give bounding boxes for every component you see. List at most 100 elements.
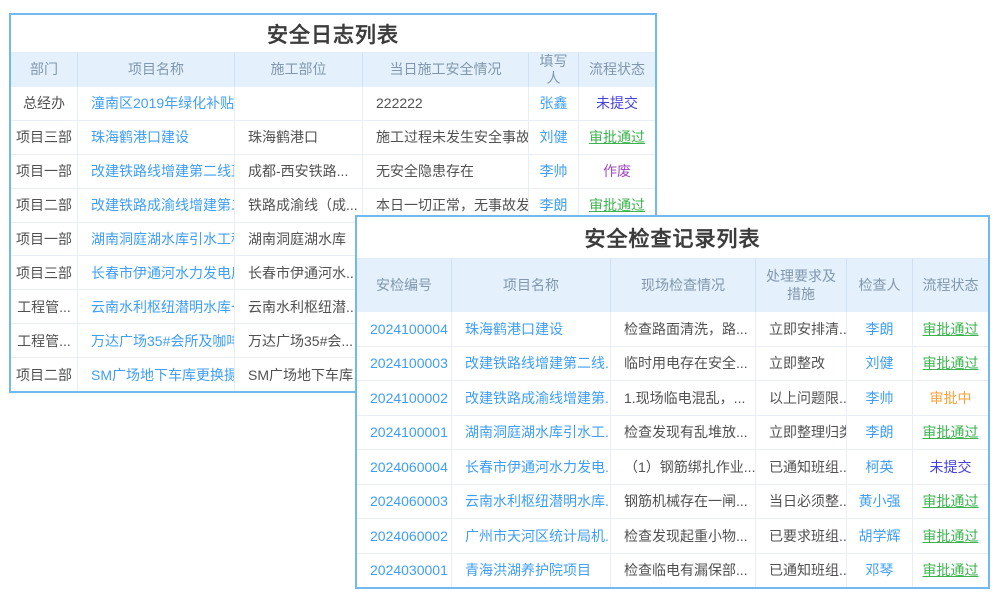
daily-safety-column-header: 当日施工安全情况 — [363, 53, 529, 87]
inspection-no-link[interactable]: 2024100004 — [357, 312, 452, 346]
inspector-link[interactable]: 胡学辉 — [847, 519, 913, 553]
inspection-no-link[interactable]: 2024060002 — [357, 519, 452, 553]
inspector-link[interactable]: 柯英 — [847, 450, 913, 484]
handling-measures-cell: 已通知班组... — [756, 450, 847, 484]
site-check-cell: 检查发现有乱堆放... — [611, 415, 756, 449]
site-check-cell: 检查临电有漏保部... — [611, 553, 756, 587]
inspector-link[interactable]: 黄小强 — [847, 484, 913, 518]
site-check-cell: 临时用电存在安全... — [611, 346, 756, 380]
inspection-no-link[interactable]: 2024100003 — [357, 346, 452, 380]
construction-site-column-header: 施工部位 — [235, 53, 363, 87]
construction-site-cell: 万达广场35#会... — [235, 324, 363, 358]
site-check-cell: 检查发现起重小物... — [611, 519, 756, 553]
project-name-link[interactable]: 改建铁路成渝线增建第... — [452, 381, 611, 415]
filler-column-header: 填写人 — [529, 53, 579, 87]
project-name-link[interactable]: 潼南区2019年绿化补贴项... — [78, 87, 235, 120]
inspector-column-header: 检查人 — [847, 259, 913, 312]
inspector-link[interactable]: 刘健 — [847, 346, 913, 380]
project-name-link[interactable]: 云南水利枢纽潜明水库一... — [78, 290, 235, 324]
daily-safety-cell: 222222 — [363, 87, 529, 120]
project-name-link[interactable]: 改建铁路成渝线增建第二... — [78, 188, 235, 222]
department-cell: 总经办 — [11, 87, 78, 120]
filler-link[interactable]: 刘健 — [529, 120, 579, 154]
safety-log-title: 安全日志列表 — [11, 15, 655, 53]
inspection-no-link[interactable]: 2024060004 — [357, 450, 452, 484]
status-badge[interactable]: 审批通过 — [922, 320, 979, 337]
project-name-link[interactable]: 改建铁路线增建第二线直... — [78, 154, 235, 188]
project-name-link[interactable]: 湖南洞庭湖水库引水工... — [452, 415, 611, 449]
daily-safety-cell: 本日一切正常，无事故发... — [363, 188, 529, 222]
handling-measures-cell: 已要求班组... — [756, 519, 847, 553]
department-cell: 工程管... — [11, 290, 78, 324]
inspection-no-link[interactable]: 2024100001 — [357, 415, 452, 449]
department-cell: 项目二部 — [11, 358, 78, 392]
status-badge[interactable]: 审批通过 — [922, 355, 979, 372]
status-badge[interactable]: 审批通过 — [589, 197, 645, 214]
table-row: 项目三部 珠海鹤港口建设 珠海鹤港口 施工过程未发生安全事故... 刘健 审批通过 — [11, 119, 655, 154]
inspector-link[interactable]: 邓琴 — [847, 553, 913, 587]
site-check-cell: 1.现场临电混乱，... — [611, 381, 756, 415]
inspector-link[interactable]: 李朗 — [847, 415, 913, 449]
project-name-link[interactable]: 广州市天河区统计局机... — [452, 519, 611, 553]
safety-log-header-row: 部门 项目名称 施工部位 当日施工安全情况 填写人 流程状态 — [11, 53, 655, 87]
table-row: 2024060004 长春市伊通河水力发电... （1）钢筋绑扎作业... 已通知班组… — [357, 449, 988, 484]
project-name-link[interactable]: 万达广场35#会所及咖啡... — [78, 324, 235, 358]
inspection-no-column-header: 安检编号 — [357, 259, 452, 312]
construction-site-cell: 珠海鹤港口 — [235, 120, 363, 154]
inspection-no-link[interactable]: 2024060003 — [357, 484, 452, 518]
table-row: 2024100004 珠海鹤港口建设 检查路面清洗，路... 立即安排清... 李朗 审批… — [357, 312, 988, 346]
handling-measures-cell: 已通知班组... — [756, 553, 847, 587]
project-name-link[interactable]: SM广场地下车库更换摄... — [78, 358, 235, 392]
construction-site-cell: 湖南洞庭湖水库 — [235, 222, 363, 256]
status-badge: 未提交 — [596, 95, 638, 112]
status-badge[interactable]: 审批通过 — [922, 527, 979, 544]
inspection-no-link[interactable]: 2024030001 — [357, 553, 452, 587]
department-column-header: 部门 — [11, 53, 78, 87]
filler-link[interactable]: 李帅 — [529, 154, 579, 188]
inspector-link[interactable]: 李帅 — [847, 381, 913, 415]
flow-status-column-header: 流程状态 — [589, 61, 645, 78]
inspector-link[interactable]: 李朗 — [847, 312, 913, 346]
construction-site-cell: SM广场地下车库 — [235, 358, 363, 392]
project-name-column-header: 项目名称 — [452, 259, 611, 312]
construction-site-cell: 长春市伊通河水... — [235, 256, 363, 290]
construction-site-cell: 铁路成渝线（成... — [235, 188, 363, 222]
status-badge: 未提交 — [929, 458, 972, 475]
project-name-link[interactable]: 青海洪湖养护院项目 — [452, 553, 611, 587]
safety-inspection-title: 安全检查记录列表 — [357, 217, 988, 259]
status-badge: 审批中 — [929, 389, 972, 406]
site-check-cell: （1）钢筋绑扎作业... — [611, 450, 756, 484]
project-name-link[interactable]: 云南水利枢纽潜明水库... — [452, 484, 611, 518]
handling-measures-cell: 以上问题限... — [756, 381, 847, 415]
construction-site-cell: 成都-西安铁路... — [235, 154, 363, 188]
table-row: 2024100003 改建铁路线增建第二线... 临时用电存在安全... 立即整改 刘健… — [357, 345, 988, 380]
project-name-link[interactable]: 长春市伊通河水力发电... — [452, 450, 611, 484]
site-check-cell: 检查路面清洗，路... — [611, 312, 756, 346]
safety-inspection-card: 安全检查记录列表 安检编号 项目名称 现场检查情况 处理要求及措施 检查人 流程状态 20… — [355, 215, 990, 589]
department-cell: 项目二部 — [11, 188, 78, 222]
project-name-link[interactable]: 珠海鹤港口建设 — [78, 120, 235, 154]
site-check-cell: 钢筋机械存在一闸... — [611, 484, 756, 518]
status-badge[interactable]: 审批通过 — [589, 129, 645, 146]
handling-measures-cell: 当日必须整... — [756, 484, 847, 518]
inspection-no-link[interactable]: 2024100002 — [357, 381, 452, 415]
project-name-link[interactable]: 长春市伊通河水力发电厂... — [78, 256, 235, 290]
project-name-link[interactable]: 珠海鹤港口建设 — [452, 312, 611, 346]
site-check-column-header: 现场检查情况 — [611, 259, 756, 312]
project-name-column-header: 项目名称 — [78, 53, 235, 87]
project-name-link[interactable]: 湖南洞庭湖水库引水工程... — [78, 222, 235, 256]
status-badge[interactable]: 审批通过 — [922, 424, 979, 441]
status-badge: 作废 — [603, 163, 631, 180]
filler-link[interactable]: 张鑫 — [529, 87, 579, 120]
table-row: 2024100001 湖南洞庭湖水库引水工... 检查发现有乱堆放... 立即整理归类… — [357, 414, 988, 449]
status-badge[interactable]: 审批通过 — [922, 562, 979, 579]
filler-link[interactable]: 李朗 — [529, 188, 579, 222]
project-name-link[interactable]: 改建铁路线增建第二线... — [452, 346, 611, 380]
status-badge[interactable]: 审批通过 — [922, 493, 979, 510]
handling-measures-cell: 立即安排清... — [756, 312, 847, 346]
safety-inspection-header-row: 安检编号 项目名称 现场检查情况 处理要求及措施 检查人 流程状态 — [357, 259, 988, 312]
flow-status-column-header: 流程状态 — [922, 276, 979, 293]
department-cell: 项目三部 — [11, 120, 78, 154]
department-cell: 项目三部 — [11, 256, 78, 290]
